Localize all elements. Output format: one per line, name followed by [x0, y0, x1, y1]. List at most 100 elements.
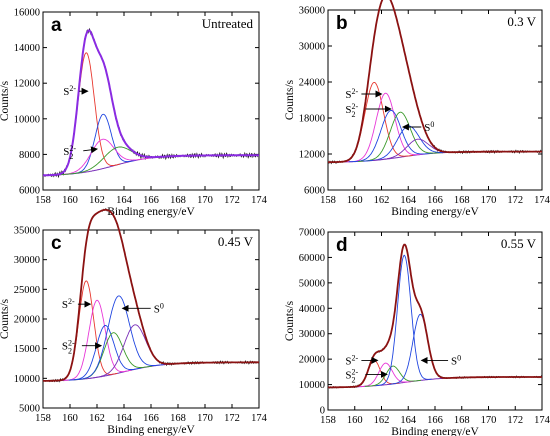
y-tick-label: 12000 [299, 150, 325, 161]
x-tick-label: 164 [400, 415, 417, 426]
x-tick-label: 168 [170, 413, 186, 424]
panel-d: 158 160 162 164 166 168 170 172 174 0 10000 20000 30… [284, 228, 550, 436]
y-tick-label: 6000 [304, 186, 325, 197]
y-tick-label: 0 [320, 406, 325, 417]
y-tick-label: 6000 [19, 186, 40, 197]
x-tick-label: 174 [534, 195, 550, 206]
envelope-fit-line [43, 29, 259, 177]
x-tick-label: 160 [62, 195, 78, 206]
panel-letter: c [51, 233, 62, 254]
component-peak [74, 332, 153, 381]
envelope-fit-line [328, 0, 542, 164]
y-tick-label: 24000 [299, 78, 325, 89]
species-label: S0 [424, 120, 434, 134]
x-tick-label: 168 [454, 415, 470, 426]
x-tick-label: 160 [347, 415, 363, 426]
species-label: S0 [154, 301, 164, 315]
x-tick-label: 158 [320, 415, 336, 426]
y-tick-label: 36000 [299, 6, 325, 17]
panel-letter: a [51, 15, 62, 36]
x-axis-label: Binding energy/eV [107, 424, 195, 436]
species-label: S22- [62, 339, 75, 356]
species-label: S2- [62, 297, 75, 311]
y-tick-label: 20000 [299, 355, 325, 366]
y-tick-label: 20000 [14, 315, 40, 326]
component-peak [68, 325, 142, 381]
x-axis-label: Binding energy/eV [391, 206, 479, 218]
x-tick-label: 172 [224, 413, 240, 424]
y-tick-label: 10000 [14, 374, 40, 385]
envelope-fit-line [42, 208, 259, 382]
component-peak [54, 138, 151, 176]
y-tick-label: 50000 [299, 278, 325, 289]
species-label: S22- [63, 144, 76, 161]
y-tick-label: 30000 [299, 42, 325, 53]
y-axis-label: Counts/s [0, 80, 11, 121]
y-tick-label: 30000 [299, 329, 325, 340]
x-tick-label: 168 [454, 195, 470, 206]
background-line [43, 154, 259, 176]
component-peak [364, 365, 422, 387]
x-tick-label: 160 [62, 413, 78, 424]
component-peak [69, 113, 137, 175]
panel-b: 158 160 162 164 166 168 170 172 174 6000 12000 1800… [284, 0, 550, 218]
species-label: S2- [345, 87, 358, 101]
x-tick-label: 162 [374, 195, 390, 206]
panel-letter: d [336, 235, 348, 256]
x-tick-label: 166 [143, 195, 159, 206]
condition-label: 0.55 V [501, 236, 537, 251]
y-tick-label: 40000 [299, 304, 325, 315]
species-label: S22- [345, 367, 358, 384]
x-tick-label: 166 [427, 195, 443, 206]
y-axis-label: Counts/s [0, 298, 11, 339]
plot-frame [327, 9, 543, 191]
species-label: S2- [63, 84, 76, 98]
y-tick-label: 8000 [19, 150, 40, 161]
species-label: S0 [451, 353, 461, 367]
x-tick-label: 168 [170, 195, 186, 206]
x-tick-label: 158 [35, 413, 51, 424]
y-tick-label: 18000 [299, 114, 325, 125]
y-tick-label: 60000 [299, 253, 325, 264]
component-peak [346, 92, 425, 163]
x-axis-label: Binding energy/eV [107, 206, 195, 218]
species-label: S22- [345, 102, 358, 119]
x-tick-label: 164 [116, 195, 133, 206]
x-tick-label: 166 [143, 413, 159, 424]
condition-label: 0.45 V [218, 234, 254, 249]
condition-label: 0.3 V [507, 14, 536, 29]
x-tick-label: 166 [427, 415, 443, 426]
envelope-fit-line [328, 243, 542, 389]
y-tick-label: 15000 [14, 344, 40, 355]
x-tick-label: 162 [374, 415, 390, 426]
component-peak [358, 111, 443, 162]
y-tick-label: 12000 [14, 79, 40, 90]
x-tick-label: 170 [197, 413, 213, 424]
panel-c: 158 160 162 164 166 168 170 172 174 5000 10000 1500… [0, 207, 268, 436]
condition-label: Untreated [202, 16, 254, 31]
x-tick-label: 164 [400, 195, 417, 206]
x-tick-label: 158 [320, 195, 336, 206]
y-axis-label: Counts/s [284, 79, 296, 120]
plot-frame [42, 229, 260, 409]
y-tick-label: 25000 [14, 285, 40, 296]
x-tick-label: 172 [224, 195, 240, 206]
x-tick-label: 172 [507, 195, 523, 206]
component-peak [358, 362, 414, 388]
y-axis-label: Counts/s [284, 300, 296, 341]
panel-a: 158 160 162 164 166 168 170 172 174 6000 8000 10000… [0, 8, 268, 219]
x-tick-label: 160 [347, 195, 363, 206]
y-tick-label: 16000 [14, 8, 40, 19]
y-tick-label: 30000 [14, 255, 40, 266]
x-tick-label: 170 [481, 195, 497, 206]
raw-spectrum-line [327, 243, 543, 389]
y-tick-label: 5000 [19, 404, 40, 415]
x-tick-label: 170 [197, 195, 213, 206]
y-tick-label: 14000 [14, 43, 40, 54]
x-tick-label: 164 [116, 413, 133, 424]
plot-frame [327, 231, 543, 411]
component-peak [63, 299, 131, 381]
x-tick-label: 174 [251, 195, 268, 206]
x-axis-label: Binding energy/eV [391, 426, 479, 436]
